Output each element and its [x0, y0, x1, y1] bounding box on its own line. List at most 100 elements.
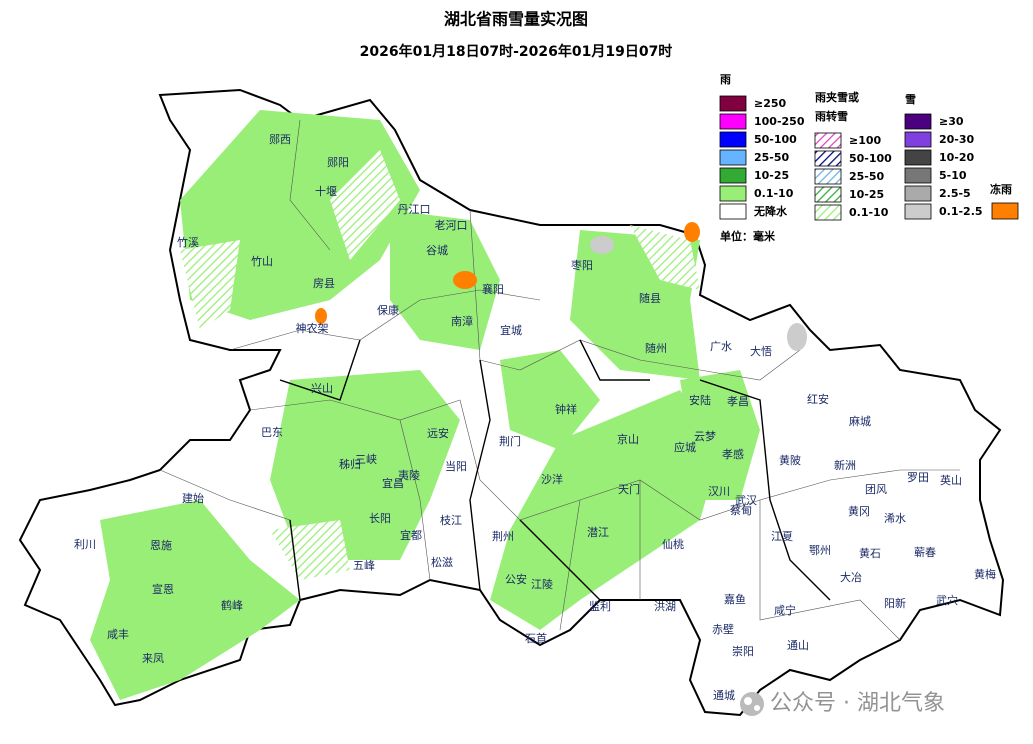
place-label: 大冶	[840, 570, 862, 584]
place-label: 襄阳	[482, 282, 504, 296]
legend-swatch	[814, 132, 842, 149]
place-label: 监利	[589, 600, 611, 613]
place-label: 远安	[427, 426, 449, 440]
legend-swatch	[904, 167, 932, 184]
place-label: 丹江口	[398, 203, 431, 216]
legend-swatch	[719, 131, 747, 148]
watermark: 公众号 · 湖北气象	[740, 691, 945, 716]
place-label: 竹溪	[177, 235, 199, 249]
place-label: 秭归	[339, 457, 361, 471]
place-label: 竹山	[251, 254, 273, 268]
place-label: 阳新	[884, 596, 906, 610]
place-label: 房县	[313, 277, 335, 290]
map-title: 湖北省雨雪量实况图	[444, 10, 588, 29]
snow-area	[590, 236, 807, 351]
place-labels: 郧西郧阳十堰丹江口老河口竹溪谷城枣阳竹山房县 襄阳随县神农架保康南漳宜城随州 广水大…	[74, 133, 996, 702]
legend-label: 5-10	[939, 169, 967, 182]
place-label: 利川	[74, 538, 96, 551]
legend-swatch	[904, 131, 932, 148]
sleet-area	[180, 150, 700, 580]
place-label: 大悟	[750, 344, 772, 358]
place-label: 宣恩	[152, 582, 174, 596]
place-label: 天门	[618, 482, 640, 496]
legend-label: 100-250	[754, 115, 805, 128]
place-label: 赤壁	[712, 622, 734, 636]
place-label: 黄石	[859, 546, 881, 560]
place-label: 孝感	[722, 448, 744, 461]
place-label: 保康	[377, 303, 399, 317]
place-label: 夷陵	[398, 469, 420, 482]
place-label: 恩施	[150, 539, 172, 552]
place-label: 兴山	[311, 382, 333, 395]
legend-label: 0.1-10	[754, 187, 794, 200]
legend-label: 2.5-5	[939, 187, 971, 200]
legend: 雨 ≥250 100-250 50-100 25-50 10-25 0.1-10 无降水 雨夹雪…	[719, 73, 1019, 243]
legend-label: ≥100	[849, 134, 882, 147]
place-label: 来凤	[142, 652, 164, 665]
place-label: 潜江	[587, 525, 609, 539]
legend-label: 0.1-10	[849, 206, 889, 219]
legend-swatch	[719, 203, 747, 220]
freezing-rain-area	[315, 222, 700, 324]
place-label: 洪湖	[654, 599, 676, 613]
place-label: 宜城	[500, 323, 522, 337]
legend-swatch	[991, 202, 1019, 220]
legend-label: 50-100	[849, 152, 892, 165]
place-label: 应城	[674, 440, 696, 454]
legend-label: 25-50	[754, 151, 790, 164]
legend-swatch	[719, 167, 747, 184]
legend-label: 0.1-2.5	[939, 205, 983, 218]
county-borders-bold	[230, 339, 831, 601]
place-label: 黄陂	[779, 453, 801, 467]
legend-label: ≥250	[754, 97, 787, 110]
place-label: 当阳	[445, 459, 467, 473]
legend-swatch	[814, 186, 842, 203]
place-label: 随县	[639, 291, 661, 305]
map-subtitle: 2026年01月18日07时-2026年01月19日07时	[360, 43, 673, 60]
county-borders	[159, 119, 960, 641]
legend-label: 10-20	[939, 151, 975, 164]
legend-label: 20-30	[939, 133, 975, 146]
legend-label: 25-50	[849, 170, 885, 183]
place-label: 黄冈	[848, 504, 870, 518]
place-label: 麻城	[849, 414, 871, 428]
place-label: 沙洋	[541, 472, 563, 486]
legend-swatch	[904, 203, 932, 220]
place-label: 枝江	[440, 513, 462, 527]
legend-swatch	[904, 113, 932, 130]
place-label: 石首	[525, 631, 547, 645]
place-label: 新洲	[834, 458, 856, 472]
place-label: 松滋	[431, 555, 453, 569]
place-label: 蔡甸	[730, 504, 752, 517]
legend-title: 雨	[720, 73, 731, 86]
place-label: 宜都	[400, 528, 422, 542]
place-label: 蕲春	[914, 546, 936, 559]
legend-title: 雨夹雪或	[815, 90, 859, 104]
place-label: 黄梅	[974, 567, 996, 581]
legend-swatch	[904, 149, 932, 166]
place-label: 随州	[645, 341, 667, 355]
place-label: 罗田	[907, 471, 929, 484]
place-label: 武汉	[735, 494, 757, 507]
place-label: 崇阳	[732, 645, 754, 658]
place-label: 江陵	[531, 578, 553, 591]
place-label: 武穴	[936, 593, 958, 607]
place-label: 宜昌	[382, 476, 404, 490]
legend-unit: 单位：毫米	[720, 229, 776, 243]
place-label: 南漳	[451, 314, 473, 328]
place-label: 郧西	[269, 133, 291, 146]
rain-area	[90, 110, 760, 700]
place-label: 孝昌	[727, 395, 749, 408]
place-label: 鹤峰	[221, 598, 243, 612]
place-label: 团风	[865, 483, 887, 496]
legend-swatch	[814, 168, 842, 185]
place-label: 通山	[787, 639, 809, 652]
place-label: 京山	[617, 432, 639, 446]
legend-label: 50-100	[754, 133, 797, 146]
place-label: 通城	[713, 689, 735, 702]
legend-swatch	[719, 149, 747, 166]
place-label: 谷城	[426, 244, 448, 257]
place-label: 公安	[505, 572, 527, 586]
place-label: 汉川	[708, 485, 730, 498]
